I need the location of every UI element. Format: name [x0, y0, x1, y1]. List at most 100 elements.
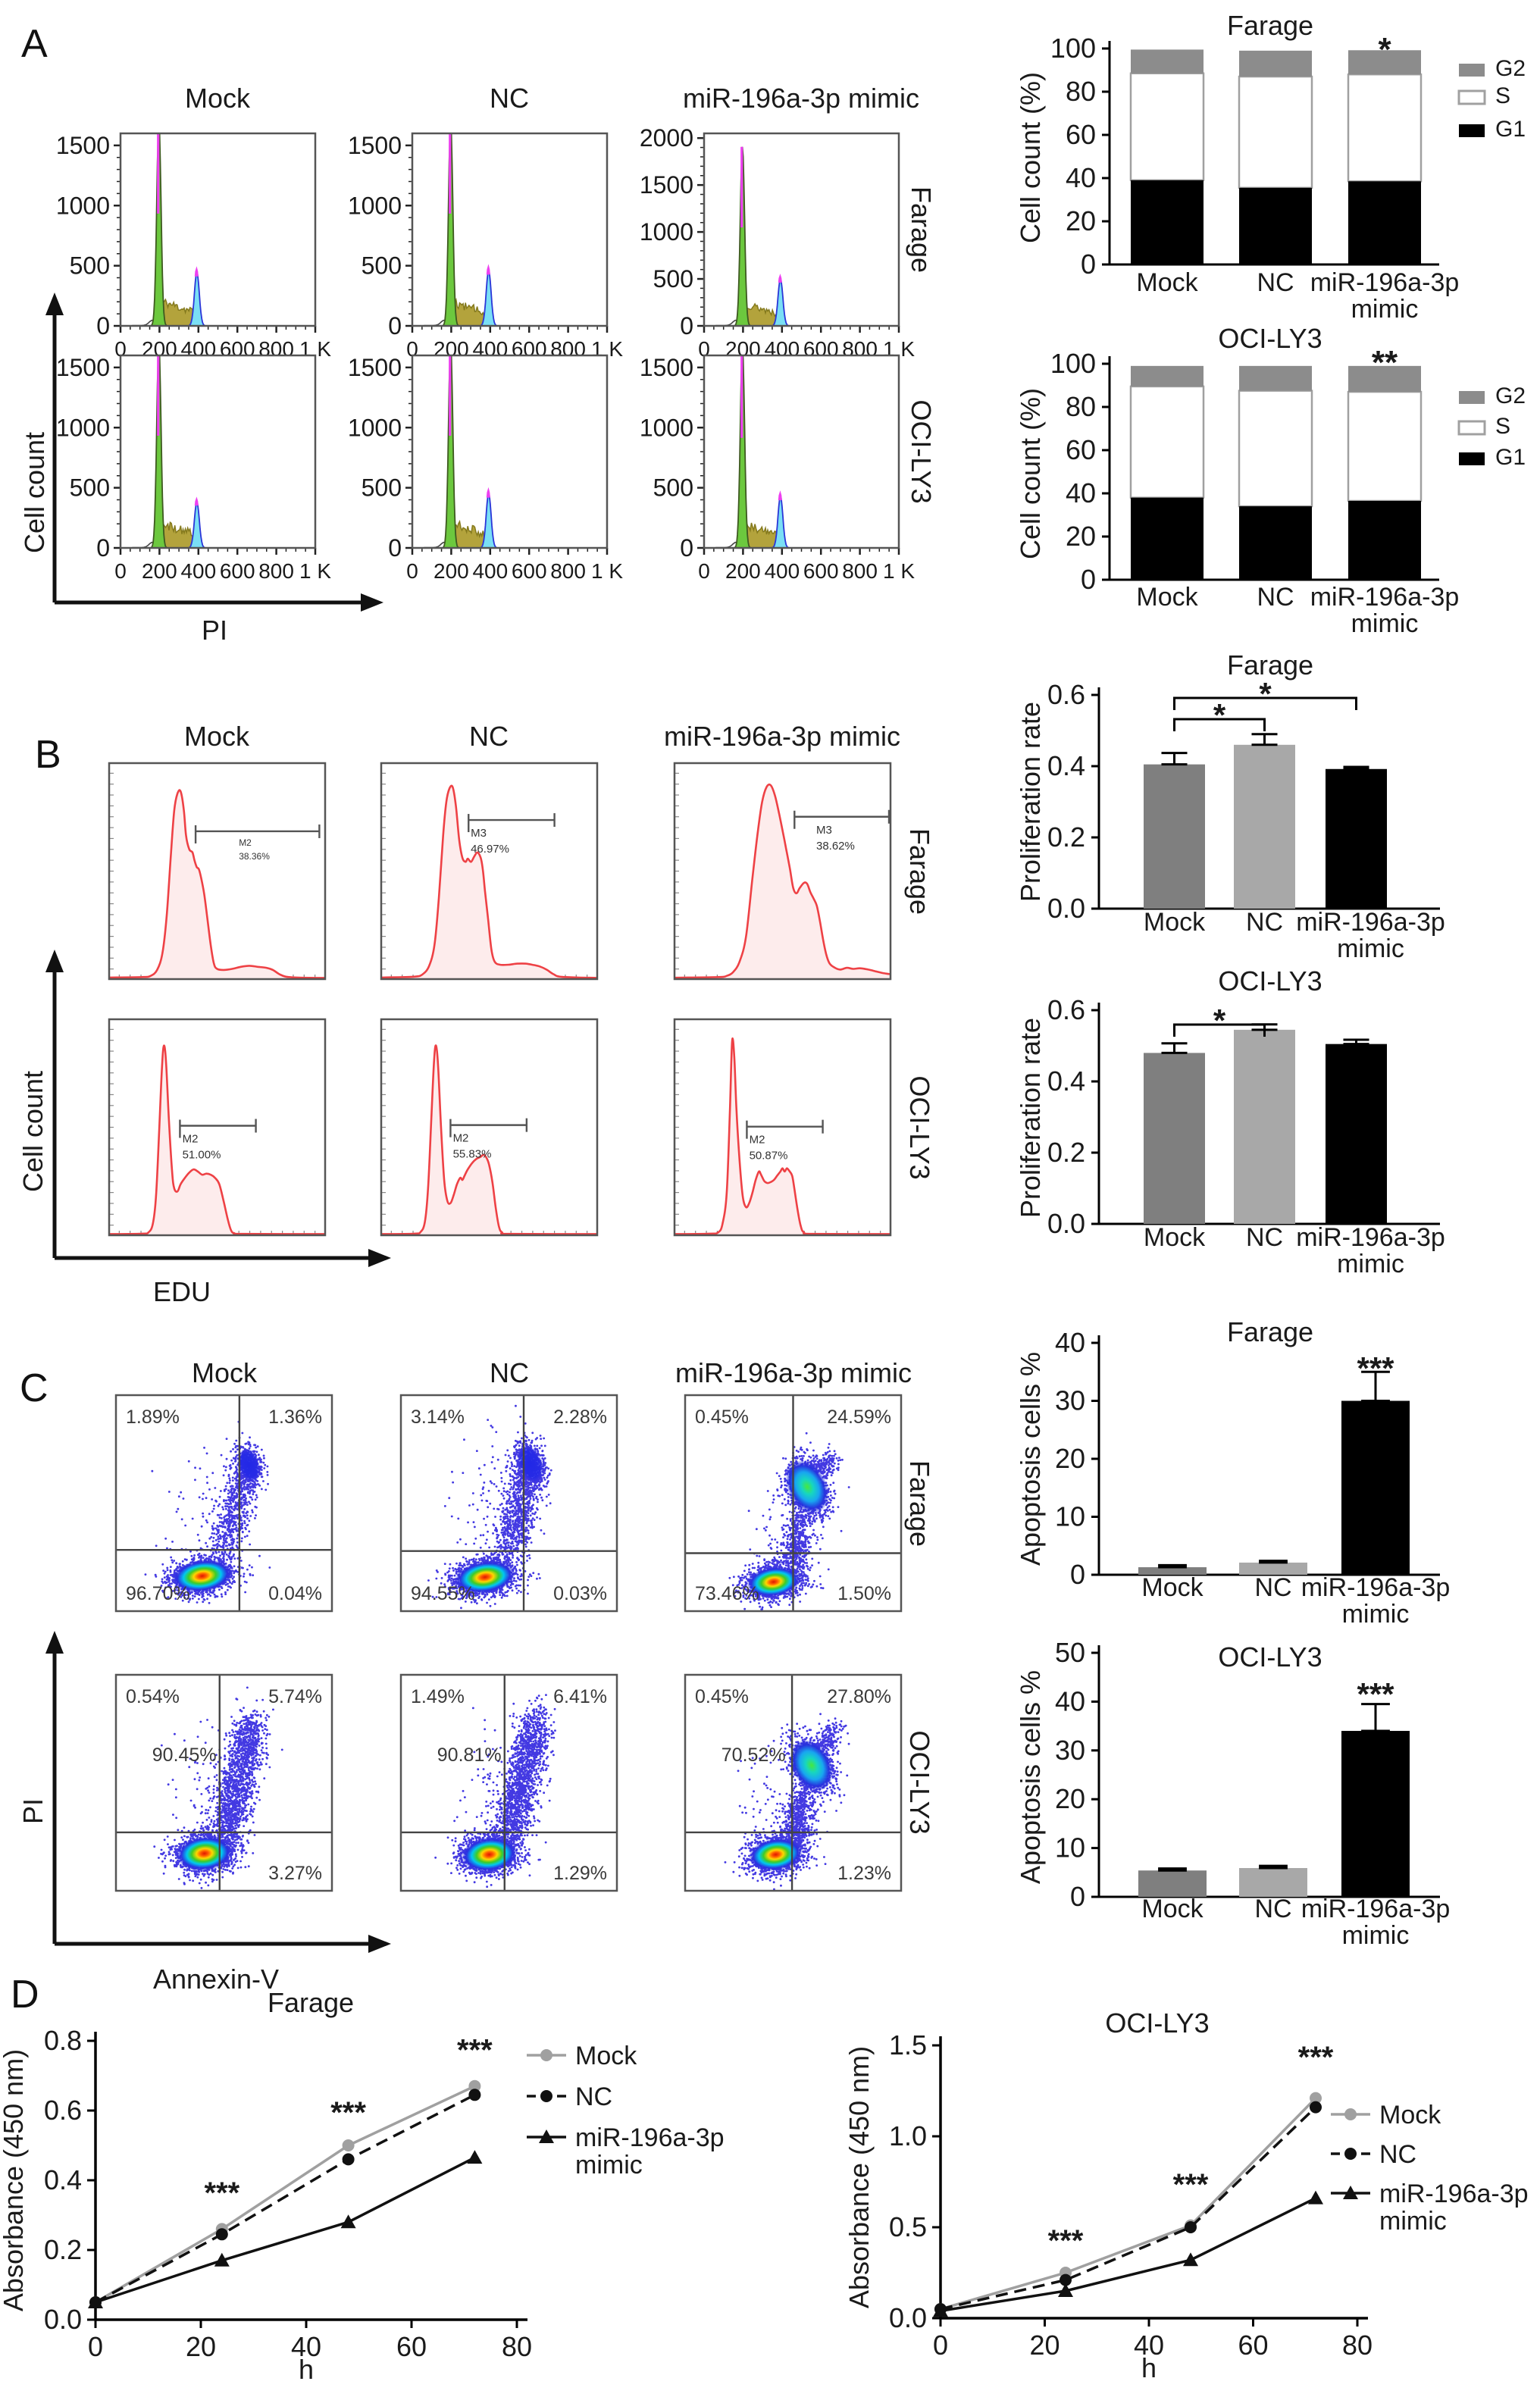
panel-b-col-title-nc: NC [469, 721, 509, 752]
svg-text:miR-196a-3p: miR-196a-3p [1310, 583, 1460, 612]
svg-text:0: 0 [96, 534, 110, 562]
panel-b-row-label-oci: OCI-LY3 [904, 1075, 935, 1180]
svg-text:0: 0 [1070, 1559, 1085, 1590]
flow-histogram-farage-mock: 0 500 1000 1500 0 200 400 600 800 1 K [56, 123, 332, 373]
edu-histogram-farage-mimic: M3 38.62% [673, 762, 892, 981]
svg-text:1500: 1500 [348, 132, 402, 159]
svg-text:1.89%: 1.89% [126, 1407, 180, 1428]
svg-text:0: 0 [114, 559, 127, 583]
svg-text:0: 0 [680, 534, 693, 562]
panel-c-row-label-farage: Farage [904, 1460, 935, 1547]
edu-histogram-oci-mimic: M2 50.87% [673, 1018, 892, 1237]
svg-text:OCI-LY3: OCI-LY3 [1105, 2007, 1209, 2039]
apoptosis-scatter-oci-mock: 0.54% 5.74% 90.45% 3.27% [114, 1673, 333, 1892]
panel-a-label: A [21, 22, 48, 66]
svg-text:M3: M3 [816, 824, 832, 837]
svg-text:G2: G2 [1495, 56, 1526, 81]
svg-text:1000: 1000 [640, 218, 693, 246]
svg-text:Mock: Mock [575, 2042, 637, 2070]
svg-text:Mock: Mock [1144, 908, 1206, 937]
svg-text:400: 400 [764, 559, 800, 583]
svg-text:60: 60 [1066, 434, 1096, 465]
flow-histogram-farage-mimic: 0 500 1000 1500 2000 0 200 400 600 800 1 K [640, 123, 916, 373]
svg-text:OCI-LY3: OCI-LY3 [1218, 965, 1322, 997]
svg-text:0: 0 [388, 312, 402, 340]
svg-text:80: 80 [502, 2331, 532, 2362]
svg-text:40: 40 [1055, 1327, 1085, 1358]
svg-text:Cell count (%): Cell count (%) [1015, 388, 1046, 559]
apoptosis-scatter-oci-nc: 1.49% 6.41% 90.81% 1.29% [399, 1673, 618, 1892]
svg-text:0.5: 0.5 [889, 2211, 927, 2242]
svg-text:1000: 1000 [348, 192, 402, 219]
flow-histogram-oci-mimic: 0 500 1000 1500 0 200 400 600 800 1 K [640, 345, 916, 595]
svg-text:60: 60 [1066, 119, 1096, 150]
svg-text:miR-196a-3p: miR-196a-3p [1301, 1895, 1451, 1923]
growth-line-chart-oci: OCI-LY3 Absorbance (450 nm) h 0.0 0.5 1.0 1.5 0… [770, 1963, 1540, 2397]
svg-text:500: 500 [70, 474, 110, 502]
edu-histogram-oci-nc: M2 55.83% [380, 1018, 599, 1237]
svg-text:40: 40 [1055, 1685, 1085, 1716]
svg-text:800: 800 [550, 559, 586, 583]
svg-text:Farage: Farage [1227, 649, 1313, 681]
svg-text:NC: NC [1254, 1895, 1291, 1923]
svg-text:G1: G1 [1495, 117, 1526, 142]
svg-text:0.6: 0.6 [1047, 994, 1085, 1025]
svg-text:Farage: Farage [268, 1987, 354, 2018]
svg-text:Mock: Mock [1136, 268, 1198, 297]
svg-text:46.97%: 46.97% [471, 843, 509, 856]
edu-histogram-farage-mock: M2 38.36% [108, 762, 327, 981]
svg-text:38.36%: 38.36% [239, 851, 270, 862]
svg-text:27.80%: 27.80% [827, 1686, 891, 1707]
svg-text:400: 400 [472, 559, 508, 583]
svg-text:800: 800 [258, 559, 294, 583]
svg-text:M2: M2 [453, 1132, 469, 1145]
svg-text:1500: 1500 [640, 171, 693, 199]
svg-text:1 K: 1 K [883, 559, 915, 583]
svg-text:***: *** [204, 2176, 239, 2210]
svg-text:55.83%: 55.83% [453, 1148, 492, 1161]
svg-text:S: S [1495, 414, 1510, 439]
svg-text:3.14%: 3.14% [411, 1407, 465, 1428]
panel-b-axis-arrows [45, 950, 391, 1267]
svg-text:0.0: 0.0 [889, 2302, 927, 2333]
svg-text:0.8: 0.8 [44, 2025, 82, 2056]
apoptosis-scatter-farage-mock: 1.89% 1.36% 96.70% 0.04% [114, 1394, 333, 1613]
svg-text:NC: NC [1246, 1223, 1283, 1252]
svg-text:50.87%: 50.87% [750, 1150, 788, 1163]
svg-text:50: 50 [1055, 1637, 1085, 1668]
svg-text:1500: 1500 [56, 132, 110, 159]
svg-text:5.74%: 5.74% [268, 1686, 322, 1707]
svg-text:**: ** [1372, 344, 1398, 381]
panel-c-row-label-oci: OCI-LY3 [904, 1730, 935, 1835]
svg-text:Absorbance (450 nm): Absorbance (450 nm) [844, 2046, 875, 2308]
panel-b-row-label-farage: Farage [904, 828, 935, 915]
edu-histogram-oci-mock: M2 51.00% [108, 1018, 327, 1237]
svg-text:0.45%: 0.45% [695, 1407, 749, 1428]
panel-c-col-title-nc: NC [490, 1357, 529, 1388]
panel-d-label: D [11, 1973, 39, 2017]
svg-text:600: 600 [803, 559, 839, 583]
svg-text:0.6: 0.6 [44, 2095, 82, 2126]
svg-text:NC: NC [575, 2083, 612, 2111]
panel-c-axis-arrows [45, 1631, 391, 1953]
svg-text:Farage: Farage [1227, 10, 1313, 41]
svg-text:90.81%: 90.81% [437, 1745, 502, 1766]
svg-text:*: * [1213, 1003, 1226, 1038]
svg-text:0: 0 [680, 312, 693, 340]
svg-text:51.00%: 51.00% [183, 1148, 221, 1161]
panel-c-col-title-mock: Mock [191, 1357, 258, 1388]
svg-text:mimic: mimic [1337, 1250, 1404, 1278]
svg-text:40: 40 [1066, 477, 1096, 509]
svg-text:***: *** [1357, 1350, 1394, 1386]
svg-text:0.2: 0.2 [1047, 1137, 1085, 1168]
svg-text:1.23%: 1.23% [837, 1863, 891, 1884]
svg-text:1.49%: 1.49% [411, 1686, 465, 1707]
svg-text:G2: G2 [1495, 383, 1526, 408]
svg-text:500: 500 [70, 252, 110, 280]
svg-text:100: 100 [1050, 348, 1096, 379]
svg-text:0.54%: 0.54% [126, 1686, 180, 1707]
svg-text:mimic: mimic [1337, 934, 1404, 963]
svg-text:40: 40 [1066, 162, 1096, 193]
svg-text:2.28%: 2.28% [553, 1407, 607, 1428]
svg-text:h: h [299, 2354, 314, 2385]
